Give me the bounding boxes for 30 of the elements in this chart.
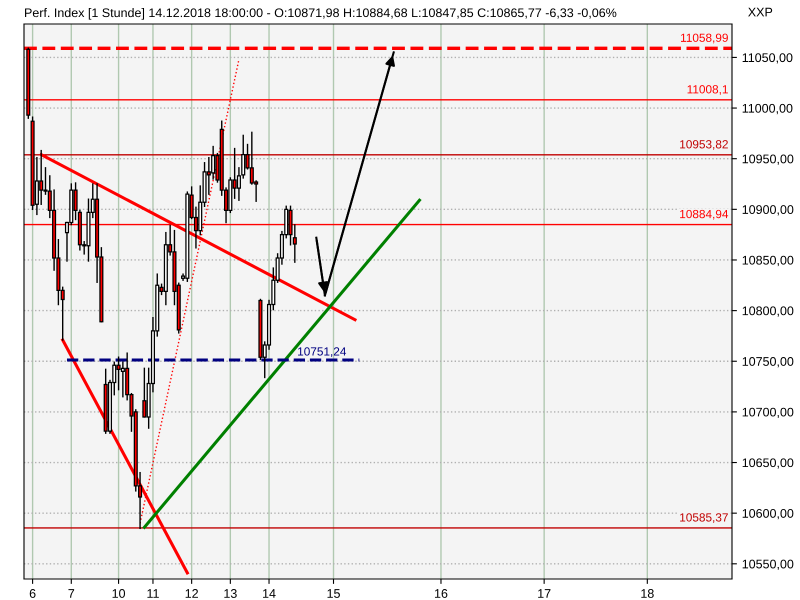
x-tick-label: 12 — [186, 589, 198, 598]
y-tick-label: 10650,00 — [742, 458, 794, 469]
ref-line-label: 10585,37 — [680, 513, 728, 523]
x-tick-label: 17 — [538, 589, 550, 598]
x-tick-label: 14 — [263, 589, 276, 598]
y-tick-label: 10850,00 — [742, 256, 794, 266]
x-tick-label: 6 — [30, 589, 36, 598]
series-label: 10751,24 — [298, 347, 346, 358]
y-tick-label: 11050,00 — [742, 53, 792, 64]
y-axis-title: XXP — [748, 8, 772, 16]
x-tick-label: 7 — [68, 589, 74, 598]
x-tick-label: 10 — [112, 589, 126, 598]
x-tick-label: 15 — [328, 589, 340, 598]
y-tick-label: 10550,00 — [742, 560, 794, 570]
x-tick-label: 18 — [641, 589, 654, 598]
y-tick-label: 10600,00 — [742, 508, 794, 520]
ref-line-label: 11008,1 — [688, 85, 728, 95]
x-tick-label: 13 — [224, 589, 237, 598]
ref-line-label: 11058,99 — [680, 34, 728, 44]
x-tick-label: 16 — [434, 589, 448, 598]
ref-line-label: 10884,94 — [680, 210, 728, 220]
ref-line-label: 10953,82 — [680, 140, 728, 150]
y-tick-label: 10700,00 — [742, 408, 794, 418]
x-tick-label: 11 — [147, 589, 159, 598]
chart-title: Perf. Index [1 Stunde] 14.12.2018 18:00:00 - O:10871,98 H:10884,68 L:10847,85 C:10865,77 -6,33 -0,06% — [25, 8, 616, 20]
y-tick-label: 10750,00 — [742, 357, 794, 368]
y-tick-label: 11000,00 — [742, 104, 792, 114]
y-tick-label: 10950,00 — [742, 154, 794, 165]
y-tick-label: 10800,00 — [742, 306, 794, 317]
y-tick-label: 10900,00 — [742, 205, 794, 216]
